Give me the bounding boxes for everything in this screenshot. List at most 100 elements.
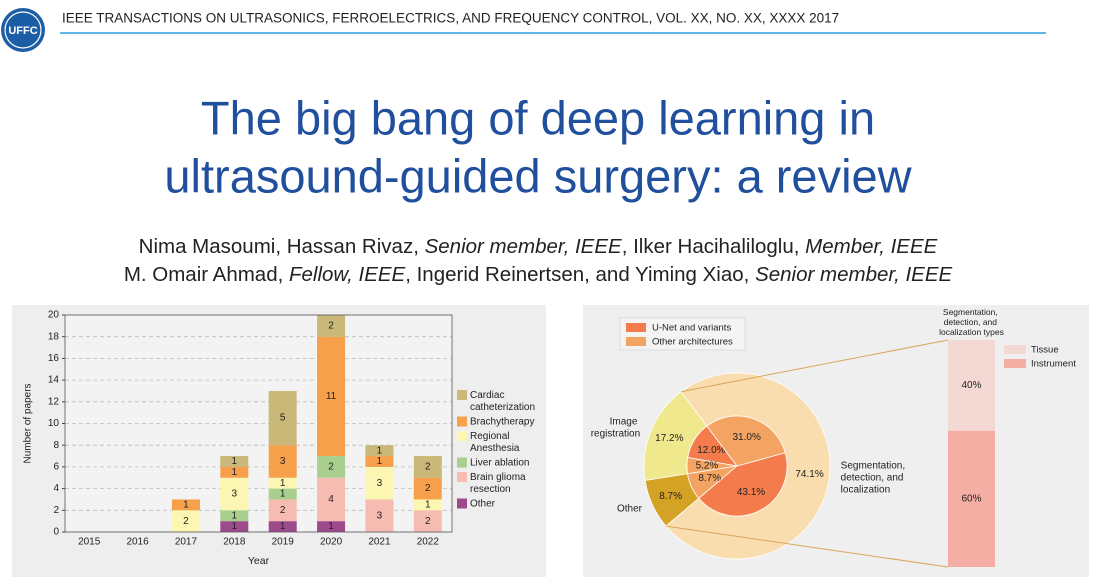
breakdown-segment <box>948 340 995 431</box>
inner-value-label: 8.7% <box>698 473 721 484</box>
bar-label: 11 <box>326 391 337 402</box>
y-tick-label: 12 <box>48 396 60 407</box>
connector <box>680 339 949 393</box>
bar-segment <box>268 477 297 489</box>
legend-label: Other <box>470 498 496 509</box>
outer-category-label: Image registration <box>591 416 640 439</box>
bar-label: 2 <box>183 516 189 527</box>
bar-segment <box>268 488 297 500</box>
inner-value-label: 43.1% <box>737 487 765 498</box>
y-tick-label: 0 <box>53 527 59 538</box>
bar-segment <box>220 477 249 511</box>
bar-segment <box>171 510 200 532</box>
bar-segment <box>268 499 297 522</box>
bar-label: 1 <box>328 521 334 532</box>
bar-label: 1 <box>425 500 431 511</box>
bar-segment <box>365 456 394 467</box>
bar-label: 3 <box>377 510 383 521</box>
inner-value-label: 31.0% <box>732 432 760 443</box>
y-tick-label: 10 <box>48 418 60 429</box>
y-axis-label: Number of papers <box>23 383 34 463</box>
bar-segment <box>365 445 394 457</box>
y-tick-label: 2 <box>53 505 59 516</box>
y-tick-label: 4 <box>53 483 59 494</box>
x-tick-label: 2015 <box>78 537 101 548</box>
bar-segment <box>220 466 249 478</box>
bar-segment <box>317 336 346 457</box>
bar-label: 1 <box>232 521 238 532</box>
x-tick-label: 2020 <box>320 537 343 548</box>
legend-swatch <box>457 431 467 441</box>
legend-swatch <box>457 457 467 468</box>
inner-wedge <box>698 452 788 517</box>
y-tick-label: 8 <box>53 440 59 451</box>
x-tick-label: 2021 <box>368 537 391 548</box>
inner-wedge <box>706 415 786 467</box>
bar-segment <box>220 510 249 522</box>
legend-label: Regional Anesthesia <box>470 431 520 454</box>
x-tick-label: 2018 <box>223 537 246 548</box>
bar-label: 4 <box>328 494 334 505</box>
legend-swatch <box>626 323 646 332</box>
bar-label: 5 <box>280 413 286 424</box>
outer-category-label: Other <box>617 503 643 514</box>
legend-label: Liver ablation <box>470 457 529 468</box>
bar-segment <box>413 456 442 478</box>
breakdown-segment <box>948 430 995 567</box>
author-text: Member, IEEE <box>805 235 937 258</box>
author-text: Senior member, IEEE <box>755 263 952 286</box>
author-text: , Ilker Hacihaliloglu, <box>622 235 805 258</box>
bar-segment <box>413 510 442 532</box>
bar-label: 1 <box>280 521 286 532</box>
legend-swatch <box>1004 345 1026 354</box>
bar-segment <box>365 499 394 532</box>
x-axis-label: Year <box>248 555 270 567</box>
outer-category-label: Segmentation, detection, and localizatio… <box>841 460 908 495</box>
legend-label: Brachytherapy <box>470 416 534 427</box>
bar-label: 1 <box>183 500 189 511</box>
bar-segment <box>413 499 442 511</box>
bar-label: 2 <box>425 483 431 494</box>
legend-label: Cardiac catheterization <box>470 390 535 413</box>
bar-segment <box>220 521 249 532</box>
plot-frame <box>64 314 453 533</box>
legend-label: Brain glioma resection <box>470 472 528 495</box>
legend-swatch <box>457 390 467 400</box>
bar-label: 2 <box>425 462 431 473</box>
author-text: Fellow, IEEE <box>289 263 406 286</box>
x-tick-label: 2017 <box>175 537 198 548</box>
inner-value-label: 5.2% <box>696 460 719 471</box>
bar-label: 2 <box>280 505 286 516</box>
bar-label: 2 <box>425 516 431 527</box>
bar-label: 1 <box>377 456 383 467</box>
bar-segment <box>413 477 442 500</box>
bar-label: 1 <box>280 489 286 500</box>
bar-label: 1 <box>377 445 383 456</box>
breakdown-label: 40% <box>961 380 981 391</box>
author-line: M. Omair Ahmad, Fellow, IEEE, Ingerid Re… <box>124 263 953 286</box>
bar-label: 2 <box>328 320 334 331</box>
legend-swatch <box>457 472 467 482</box>
bar-segment <box>268 445 297 478</box>
logo-text: UFFC <box>8 25 37 37</box>
bar-label: 3 <box>232 489 238 500</box>
bar-label: 1 <box>232 510 238 521</box>
bar-segment <box>317 477 346 522</box>
connector <box>665 525 949 568</box>
bar-segment <box>171 499 200 511</box>
journal: IEEE TRANSACTIONS ON ULTRASONICS, FERROE… <box>62 11 839 26</box>
bar-label: 3 <box>280 456 286 467</box>
x-tick-label: 2016 <box>126 537 149 548</box>
legend-label: Tissue <box>1031 345 1059 356</box>
outer-value-label: 8.7% <box>659 491 682 502</box>
y-tick-label: 14 <box>48 375 60 386</box>
author-text: Nima Masoumi, Hassan Rivaz, <box>139 235 425 258</box>
title-line: The big bang of deep learning in <box>201 91 875 144</box>
bar-segment <box>317 456 346 478</box>
x-tick-label: 2019 <box>272 537 295 548</box>
bar-label: 2 <box>328 462 334 473</box>
legend-label: Other architectures <box>652 337 733 348</box>
bar-label: 3 <box>377 478 383 489</box>
bar-segment <box>220 456 249 467</box>
